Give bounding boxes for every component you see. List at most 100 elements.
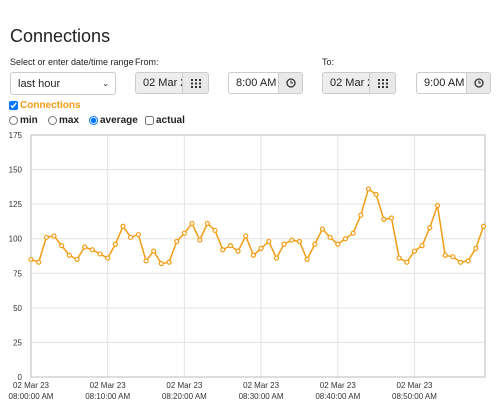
data-point <box>28 256 34 263</box>
from-label: From: <box>135 57 159 67</box>
data-point <box>82 244 88 250</box>
data-point <box>59 243 65 249</box>
data-point <box>250 252 257 258</box>
x-tick-label: 02 Mar 23 <box>396 381 433 390</box>
to-label: To: <box>322 57 335 67</box>
data-point <box>381 216 387 222</box>
y-tick-label: 0 <box>18 373 23 382</box>
y-tick-label: 75 <box>13 269 22 278</box>
actual-option[interactable]: actual <box>145 115 185 126</box>
clock-button[interactable] <box>466 72 491 94</box>
data-point <box>457 259 464 265</box>
data-point <box>258 245 264 251</box>
calendar-icon <box>190 78 201 88</box>
data-point <box>89 247 95 253</box>
data-point <box>480 223 487 229</box>
x-tick-label: 08:10:00 AM <box>85 392 130 401</box>
to-time[interactable]: 9:00 AM <box>416 72 467 94</box>
option-label: actual <box>156 115 185 126</box>
data-point <box>388 215 395 221</box>
x-tick-label: 02 Mar 23 <box>166 381 203 390</box>
data-point <box>166 259 172 265</box>
data-point <box>427 225 433 231</box>
data-point <box>74 256 80 263</box>
data-point <box>66 252 72 258</box>
x-tick-label: 02 Mar 23 <box>13 381 50 390</box>
y-tick-label: 25 <box>13 338 22 347</box>
x-tick-label: 08:40:00 AM <box>315 392 360 401</box>
page-title: Connections <box>10 26 111 46</box>
x-tick-label: 02 Mar 23 <box>243 381 280 390</box>
option-label: min <box>20 115 38 126</box>
data-point <box>434 202 441 209</box>
calendar-icon <box>377 78 388 88</box>
x-tick-label: 02 Mar 23 <box>320 381 357 390</box>
data-point <box>473 245 479 251</box>
data-point <box>97 251 103 257</box>
calendar-button[interactable] <box>182 72 209 94</box>
radio[interactable] <box>9 116 18 125</box>
calendar-button[interactable] <box>369 72 396 94</box>
data-point <box>158 261 164 267</box>
from-date[interactable]: 02 Mar 23 <box>135 72 183 94</box>
legend-entry: Connections <box>20 100 81 111</box>
data-point <box>243 233 249 239</box>
x-tick-label: 08:50:00 AM <box>392 392 437 401</box>
data-point <box>350 230 356 236</box>
data-point <box>312 241 318 247</box>
average-option[interactable]: average <box>89 115 138 126</box>
data-point <box>212 227 218 234</box>
data-point <box>358 212 364 218</box>
data-point <box>335 241 341 247</box>
y-tick-label: 125 <box>9 200 23 209</box>
data-point <box>327 234 333 240</box>
data-point <box>143 258 149 264</box>
data-point <box>342 236 349 242</box>
data-point <box>105 255 111 261</box>
y-tick-label: 50 <box>13 304 22 313</box>
range-value: last hour <box>18 77 61 90</box>
data-point <box>189 220 195 227</box>
data-point <box>442 252 448 258</box>
data-point <box>120 223 126 229</box>
data-point <box>174 238 180 245</box>
data-point <box>135 231 141 238</box>
data-point <box>411 248 418 254</box>
data-point <box>281 241 287 247</box>
data-point <box>197 237 203 243</box>
checkbox[interactable] <box>9 101 18 110</box>
y-tick-label: 150 <box>9 166 23 175</box>
y-tick-label: 175 <box>9 131 23 140</box>
data-point <box>289 237 295 243</box>
option-label: average <box>100 115 138 126</box>
max-option[interactable]: max <box>48 115 79 126</box>
data-point <box>43 234 49 240</box>
data-point <box>235 248 241 254</box>
radio[interactable] <box>48 116 57 125</box>
data-point <box>51 233 57 239</box>
dropdown-arrow: ⌄ <box>102 79 109 88</box>
clock-icon <box>473 78 484 88</box>
data-point <box>404 259 410 265</box>
x-tick-label: 08:30:00 AM <box>239 392 284 401</box>
data-point <box>227 243 234 249</box>
checkbox[interactable] <box>145 116 154 125</box>
data-point <box>273 255 280 261</box>
data-point <box>319 226 326 232</box>
y-tick-label: 100 <box>9 235 23 244</box>
data-point <box>465 258 471 264</box>
data-point <box>419 243 425 249</box>
data-point <box>36 259 42 265</box>
radio[interactable] <box>89 116 98 125</box>
option-label: max <box>59 115 80 126</box>
min-option[interactable]: min <box>9 115 38 126</box>
series-toggle[interactable]: Connections <box>9 100 81 111</box>
data-point <box>181 230 187 236</box>
data-point <box>296 238 303 245</box>
data-point <box>365 186 372 192</box>
clock-button[interactable] <box>278 72 303 94</box>
data-point <box>128 234 134 240</box>
range-select[interactable]: last hour ⌄ <box>10 72 116 95</box>
